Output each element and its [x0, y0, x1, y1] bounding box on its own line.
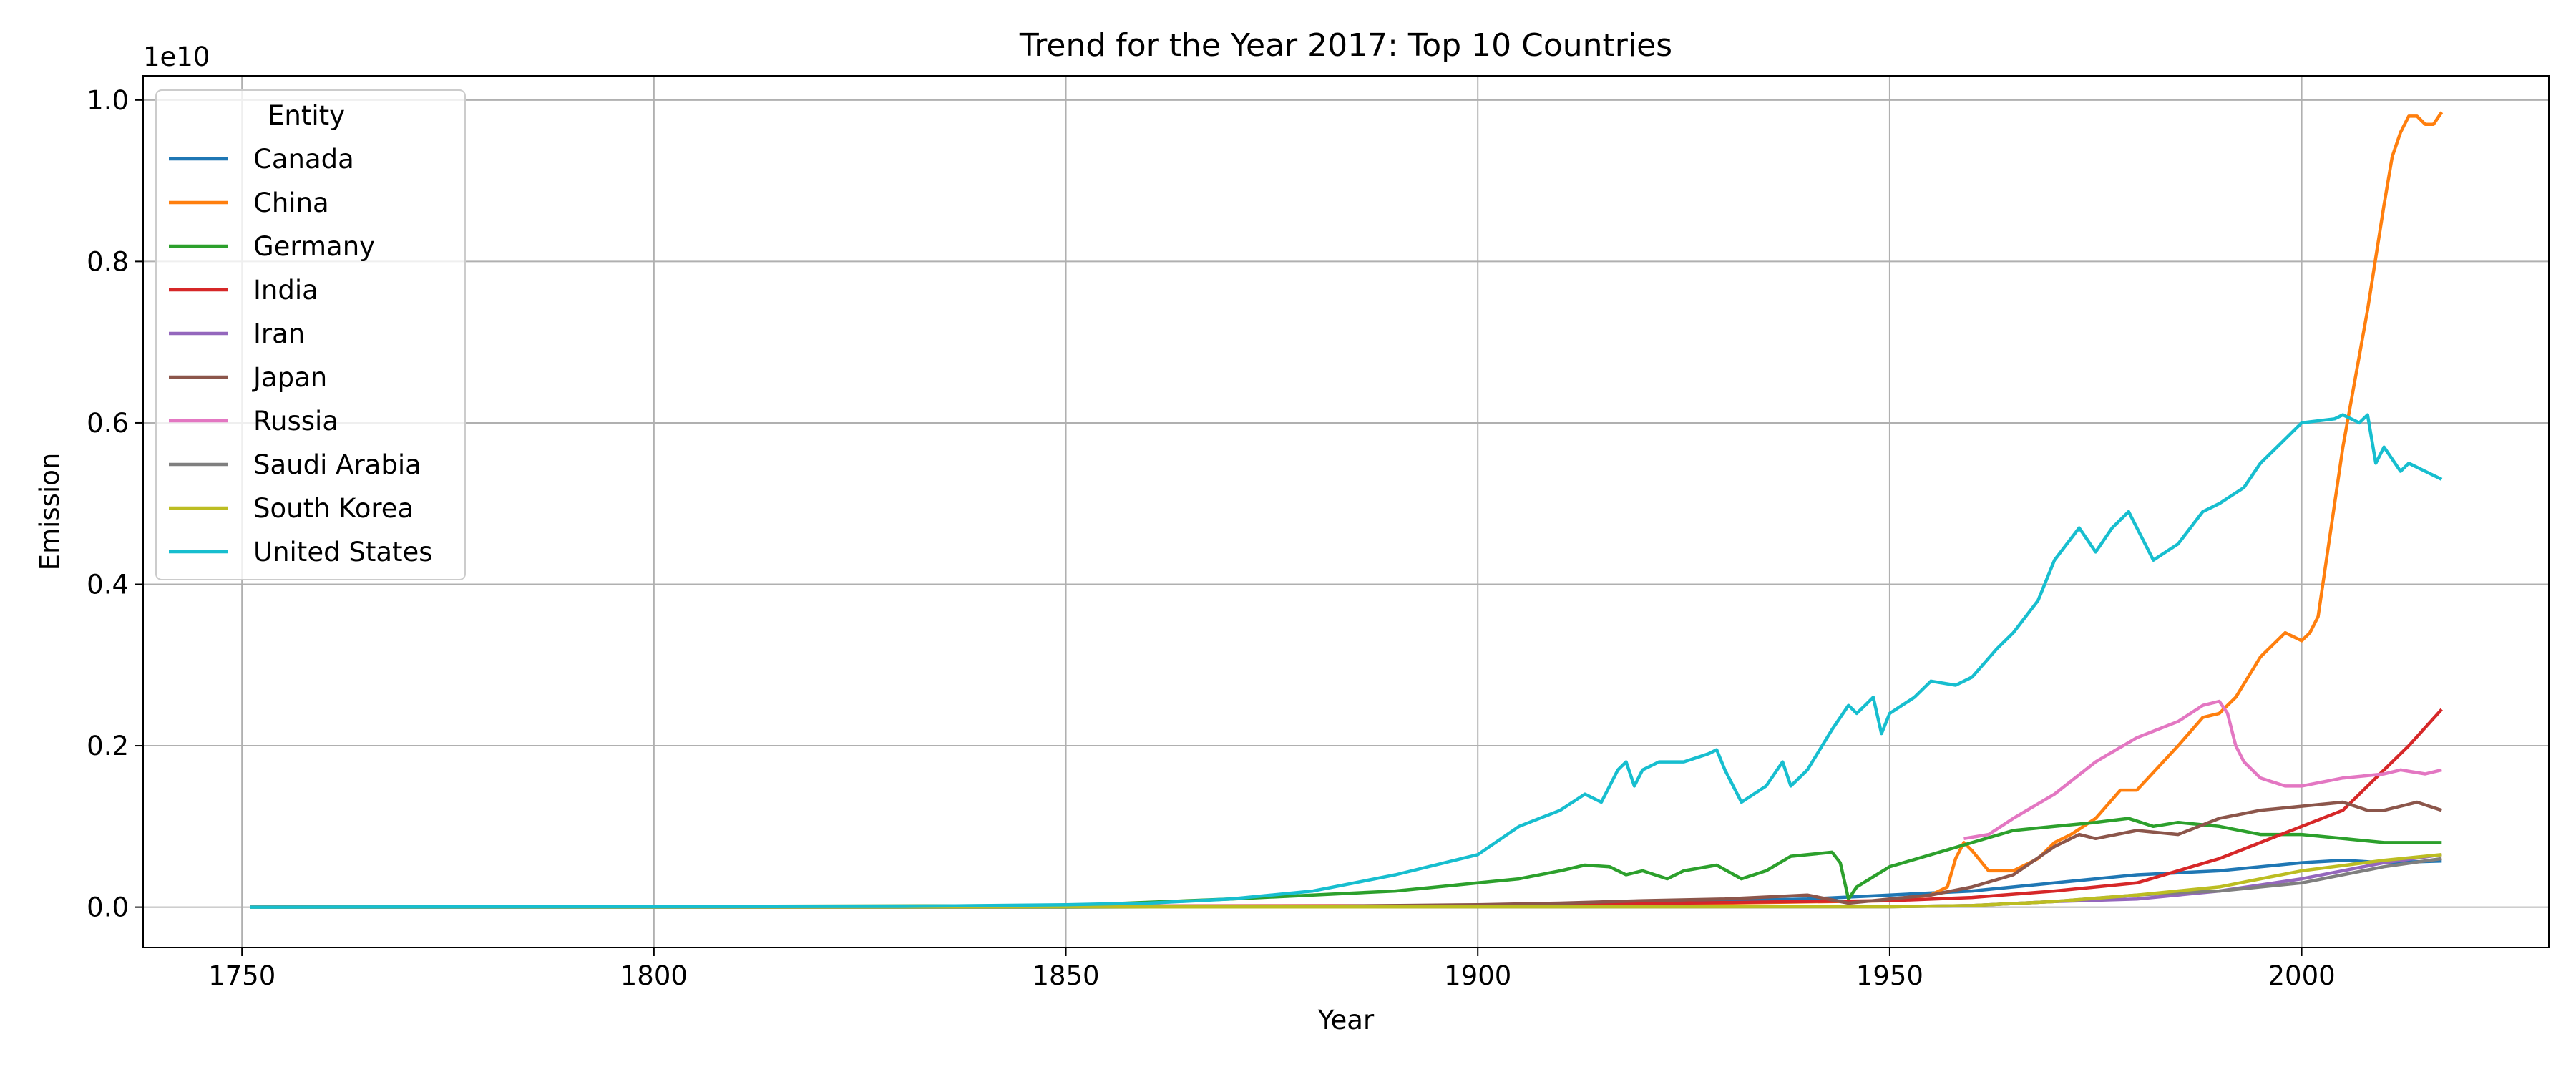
- legend-title: Entity: [268, 100, 345, 131]
- series-line-china: [250, 111, 2444, 909]
- x-tick-label: 1950: [1856, 960, 1923, 991]
- plot-frame: [142, 75, 2550, 948]
- series-line-japan: [250, 800, 2443, 909]
- legend-label-united-states: United States: [253, 537, 433, 567]
- legend-label-germany: Germany: [253, 231, 375, 262]
- series-line-united-states: [250, 413, 2443, 909]
- series-line-iran: [250, 853, 2442, 909]
- legend-label-iran: Iran: [253, 318, 305, 349]
- series-lines: [250, 111, 2444, 909]
- legend-label-saudi-arabia: Saudi Arabia: [253, 449, 421, 480]
- x-axis-label: Year: [1317, 1005, 1375, 1035]
- x-tick-label: 2000: [2268, 960, 2336, 991]
- x-tick-label: 1850: [1032, 960, 1099, 991]
- x-axis-ticks: 1750 1800 1850 1900 1950 2000: [208, 947, 2336, 991]
- chart-title: Trend for the Year 2017: Top 10 Countrie…: [1019, 27, 1672, 64]
- series-line-india: [250, 708, 2443, 909]
- y-tick-label: 0.8: [87, 246, 129, 277]
- series-line-russia: [1963, 699, 2442, 841]
- y-offset-label: 1e10: [143, 42, 210, 72]
- legend-label-canada: Canada: [253, 144, 354, 175]
- x-tick-label: 1900: [1444, 960, 1511, 991]
- legend-label-japan: Japan: [252, 362, 327, 393]
- y-tick-label: 0.4: [87, 570, 129, 600]
- y-tick-label: 0.2: [87, 731, 129, 761]
- y-tick-label: 1.0: [87, 85, 129, 116]
- grid: [143, 76, 2549, 947]
- x-tick-label: 1750: [208, 960, 275, 991]
- legend-label-south-korea: South Korea: [253, 493, 414, 524]
- y-tick-label: 0.6: [87, 408, 129, 439]
- series-line-south-korea: [250, 853, 2442, 909]
- y-tick-label: 0.0: [87, 892, 129, 923]
- series-line-germany: [250, 817, 2442, 909]
- legend-label-india: India: [253, 275, 318, 306]
- legend-box: [155, 89, 466, 580]
- x-tick-label: 1800: [620, 960, 688, 991]
- legend: Entity Canada China Germany India Iran Japan R…: [155, 89, 466, 580]
- y-axis-ticks: 0.0 0.2 0.4 0.6 0.8 1.0: [87, 85, 143, 923]
- legend-label-russia: Russia: [253, 406, 338, 437]
- y-axis-label: Emission: [34, 453, 65, 571]
- legend-label-china: China: [253, 187, 329, 218]
